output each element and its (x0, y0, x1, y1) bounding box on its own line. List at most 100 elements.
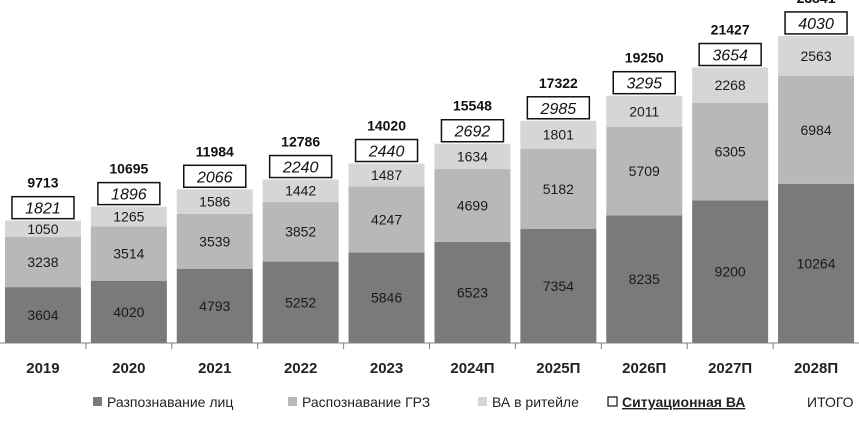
bar-segment-3 (778, 35, 855, 76)
legend-label-1: Разпознавание лиц (107, 394, 233, 410)
segment-value-label: 1586 (199, 194, 230, 210)
segment-value-label: 1487 (371, 167, 402, 183)
category-label: 2022 (284, 360, 317, 377)
legend-label-total: ИТОГО (807, 394, 854, 410)
situational-box (526, 96, 591, 120)
situational-value-label: 2240 (282, 160, 319, 177)
total-value-label: 17322 (539, 75, 578, 91)
segment-value-label: 1265 (113, 208, 144, 224)
category-label: 2023 (370, 360, 403, 377)
segment-value-label: 3604 (27, 307, 58, 323)
segment-value-label: 2011 (629, 103, 659, 119)
segment-value-label: 6523 (457, 284, 488, 300)
bar-segment-2 (692, 102, 769, 201)
bar-segment-3 (262, 179, 339, 202)
bar-segment-3 (606, 95, 683, 127)
bar-segment-2 (434, 169, 511, 242)
segment-value-label: 3514 (113, 245, 144, 261)
bar-segment-1 (348, 252, 425, 343)
segment-value-label: 9200 (715, 264, 746, 280)
segment-value-label: 2268 (715, 77, 746, 93)
category-label: 2026П (622, 360, 666, 377)
segment-value-label: 7354 (543, 278, 574, 294)
bar-segment-2 (4, 236, 81, 288)
total-value-label: 10695 (109, 161, 148, 177)
bar-segment-2 (262, 201, 339, 262)
segment-value-label: 1442 (285, 183, 316, 199)
total-value-label: 15548 (453, 98, 492, 114)
legend-label-4: Ситуационная ВА (622, 394, 745, 410)
legend-swatch-4 (607, 396, 618, 407)
bar-segment-2 (606, 126, 683, 216)
situational-box (268, 154, 333, 179)
situational-box (440, 118, 505, 143)
situational-box (784, 11, 848, 35)
category-label: 2028П (794, 360, 838, 377)
bar-segment-3 (692, 67, 769, 103)
segment-value-label: 3852 (285, 224, 316, 240)
segment-value-label: 1634 (457, 148, 488, 164)
x-axis: 2019 2020 2021 2022 2023 2024П 2025П 2026П 2027П… (0, 342, 859, 377)
bar-segment-3 (176, 189, 253, 214)
situational-box (97, 181, 161, 206)
bar-segment-1 (778, 183, 855, 343)
situational-value-label: 1821 (25, 201, 61, 218)
segment-value-label: 5709 (629, 163, 660, 179)
situational-box (183, 164, 247, 189)
segment-value-label: 5252 (285, 294, 316, 310)
segment-value-label: 4793 (199, 298, 230, 314)
segment-value-label: 6984 (800, 122, 831, 138)
total-value-label: 14020 (367, 118, 406, 134)
segment-value-label: 1050 (27, 221, 58, 237)
legend-label-2: Распознавание ГРЗ (302, 394, 430, 410)
total-value-label: 21427 (711, 22, 750, 38)
segment-value-label: 10264 (797, 255, 836, 271)
situational-value-label: 3295 (626, 76, 662, 93)
bars-layer: 3604 3238 1050 1821 9713 4020 3514 1265 1896 1069… (4, 0, 855, 343)
bar-segment-2 (348, 186, 425, 253)
segment-value-label: 5182 (543, 181, 574, 197)
bar-segment-3 (90, 206, 167, 227)
situational-value-label: 2440 (368, 144, 405, 161)
legend-swatch-1 (93, 397, 102, 406)
situational-value-label: 2692 (454, 124, 491, 141)
bar-segment-2 (778, 75, 855, 184)
bar-segment-3 (4, 220, 81, 237)
segment-value-label: 1801 (543, 127, 574, 143)
category-label: 2024П (450, 360, 494, 377)
situational-box (354, 138, 419, 163)
segment-value-label: 8235 (629, 271, 660, 287)
bar-segment-1 (434, 241, 511, 343)
bar-segment-1 (176, 268, 253, 343)
situational-box (612, 70, 676, 95)
bar-segment-1 (262, 261, 339, 343)
bar-segment-1 (692, 200, 769, 343)
segment-value-label: 4020 (113, 304, 144, 320)
situational-value-label: 3654 (712, 48, 748, 65)
situational-box (11, 195, 75, 220)
segment-value-label: 4699 (457, 197, 488, 213)
category-label: 2020 (112, 360, 145, 377)
bar-segment-3 (348, 163, 425, 187)
segment-value-label: 6305 (715, 144, 746, 160)
bar-segment-1 (4, 287, 81, 343)
situational-value-label: 2985 (540, 101, 577, 118)
segment-value-label: 2563 (800, 48, 831, 64)
category-label: 2025П (536, 360, 580, 377)
bar-segment-2 (520, 148, 597, 230)
situational-box (698, 42, 762, 67)
legend-label-3: ВА в ритейле (492, 394, 579, 410)
total-value-label: 11984 (196, 143, 234, 159)
bar-segment-3 (434, 143, 511, 170)
bar-segment-1 (520, 229, 597, 343)
legend-swatch-3 (478, 397, 487, 406)
bar-segment-1 (90, 280, 167, 343)
category-label: 2021 (198, 360, 231, 377)
legend: Разпознавание лиц Распознавание ГРЗ ВА в р… (93, 394, 854, 410)
category-label: 2027П (708, 360, 752, 377)
segment-value-label: 4247 (371, 211, 402, 227)
segment-value-label: 5846 (371, 290, 402, 306)
situational-value-label: 2066 (196, 169, 233, 186)
total-value-label: 9713 (27, 175, 58, 191)
